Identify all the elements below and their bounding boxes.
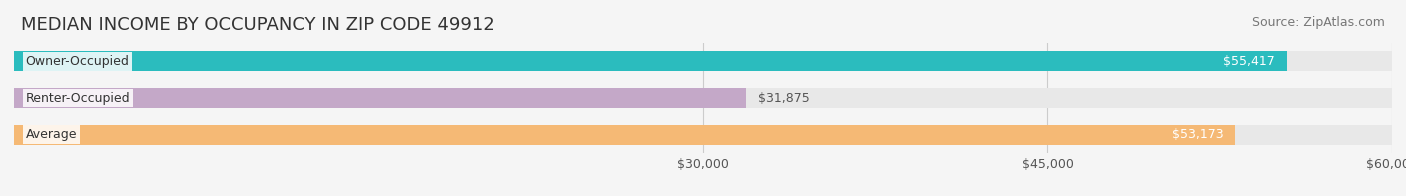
Text: MEDIAN INCOME BY OCCUPANCY IN ZIP CODE 49912: MEDIAN INCOME BY OCCUPANCY IN ZIP CODE 4… bbox=[21, 16, 495, 34]
Bar bbox=[14, 51, 1392, 72]
Text: Owner-Occupied: Owner-Occupied bbox=[25, 55, 129, 68]
Text: $55,417: $55,417 bbox=[1223, 55, 1275, 68]
Text: Average: Average bbox=[25, 128, 77, 141]
Text: Renter-Occupied: Renter-Occupied bbox=[25, 92, 131, 104]
Bar bbox=[14, 88, 747, 108]
Text: $53,173: $53,173 bbox=[1173, 128, 1223, 141]
Text: $31,875: $31,875 bbox=[758, 92, 810, 104]
Bar bbox=[14, 51, 1286, 72]
Bar bbox=[14, 124, 1234, 145]
Bar bbox=[14, 124, 1392, 145]
Text: Source: ZipAtlas.com: Source: ZipAtlas.com bbox=[1251, 16, 1385, 29]
Bar bbox=[14, 88, 1392, 108]
